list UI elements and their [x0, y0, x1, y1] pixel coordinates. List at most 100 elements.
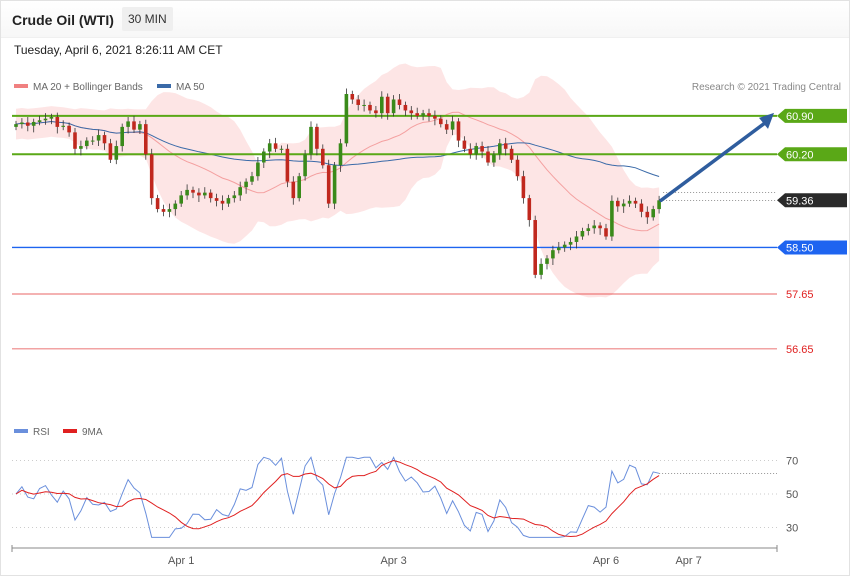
candle [291, 181, 296, 199]
candle [185, 189, 189, 196]
level-label-60-20: 60.20 [786, 149, 814, 161]
x-tick-Apr-7: Apr 7 [675, 555, 701, 567]
candle [627, 200, 632, 204]
candle [415, 113, 419, 116]
candle [297, 176, 301, 199]
candle [85, 140, 89, 147]
candle [132, 121, 136, 130]
candle [315, 126, 319, 149]
candle [191, 189, 195, 193]
candle [96, 135, 101, 141]
candle [232, 195, 237, 199]
candle [616, 200, 620, 207]
last-price-tag [777, 193, 847, 208]
candle [303, 154, 307, 177]
candle [592, 225, 596, 229]
level-tag-60-20 [777, 147, 847, 162]
candle [309, 126, 313, 155]
candle [557, 247, 561, 251]
candle [385, 96, 390, 114]
candle [374, 110, 378, 114]
level-label-58-50: 58.50 [786, 242, 814, 254]
x-tick-Apr-3: Apr 3 [380, 555, 406, 567]
candles-group [14, 88, 661, 280]
candle [551, 250, 555, 259]
candle [203, 192, 207, 196]
candle [90, 140, 95, 142]
bollinger-band-area [16, 63, 660, 298]
candle [368, 104, 372, 111]
candle [610, 200, 614, 237]
candle [462, 140, 467, 149]
candle [55, 117, 60, 127]
candle [362, 104, 366, 106]
level-label-57-65: 57.65 [786, 289, 814, 301]
candle [498, 143, 502, 155]
candle [539, 263, 543, 275]
x-tick-Apr-1: Apr 1 [168, 555, 194, 567]
legend-bollinger: MA 20 + Bollinger Bands [14, 82, 143, 93]
candle [633, 200, 638, 204]
level-tag-58-50 [777, 240, 847, 255]
candle [344, 94, 349, 144]
candle [450, 121, 455, 130]
candle [403, 104, 408, 111]
candle [598, 225, 602, 229]
candle [427, 113, 431, 116]
candle [138, 124, 142, 130]
candle [356, 99, 360, 105]
candle [161, 209, 166, 212]
candle [61, 125, 65, 127]
legend-9ma: 9MA [63, 427, 103, 438]
candle [31, 121, 36, 126]
candle [397, 99, 402, 105]
legend-rsi: RSI [14, 427, 50, 438]
candle [338, 143, 343, 166]
candle [533, 220, 537, 275]
candle [480, 146, 484, 152]
candle [197, 192, 201, 196]
candle [102, 135, 107, 144]
legend-bollinger-swatch [14, 84, 28, 89]
candle [444, 124, 449, 130]
candle [509, 148, 514, 160]
candle [474, 146, 478, 155]
rsi-tick-50: 50 [786, 489, 798, 501]
timeframe-badge[interactable]: 30 MIN [122, 7, 173, 31]
legend-rsi-label: RSI [33, 427, 50, 438]
level-label-56-65: 56.65 [786, 344, 814, 356]
level-tag-60-90 [777, 108, 847, 123]
candle [244, 181, 248, 188]
candle [621, 203, 626, 207]
candle [515, 159, 520, 177]
candle [409, 110, 414, 114]
candle [574, 236, 579, 242]
candle [456, 121, 461, 141]
candle [350, 94, 355, 100]
candle [67, 125, 71, 133]
candle [238, 187, 242, 196]
candle [14, 124, 18, 127]
candle [285, 148, 290, 182]
candle [645, 211, 650, 218]
candle [149, 154, 154, 199]
candle [492, 154, 496, 163]
candle [421, 113, 425, 116]
legend-ma50: MA 50 [157, 82, 204, 93]
candle [126, 121, 130, 127]
candle [503, 143, 508, 149]
candle [226, 198, 231, 204]
candle [439, 118, 443, 125]
timestamp: Tuesday, April 6, 2021 8:26:11 AM CET [14, 43, 223, 57]
last-price-label: 59.36 [786, 195, 814, 207]
candle [73, 132, 77, 149]
rsi-line [15, 456, 660, 538]
candle [155, 198, 160, 210]
candle [108, 143, 113, 160]
candle [545, 258, 549, 264]
candle [332, 165, 337, 204]
candle [321, 148, 325, 166]
candle [37, 120, 42, 122]
